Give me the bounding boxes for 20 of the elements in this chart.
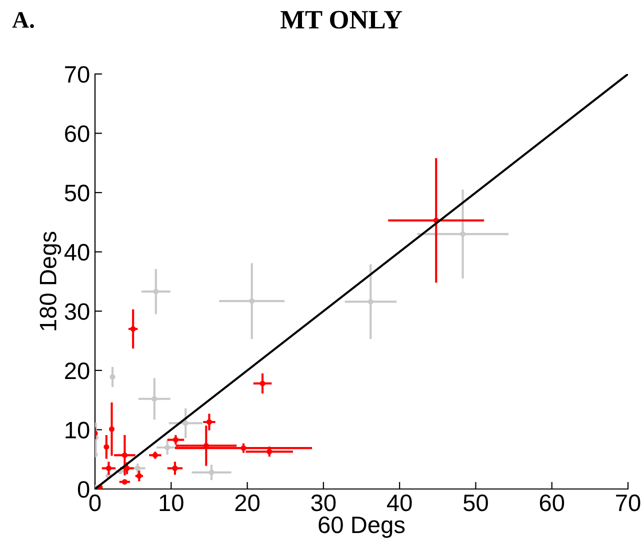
y-axis-title: 180 Degs	[40, 232, 62, 330]
y-tick-label: 50	[64, 184, 90, 202]
x-tick-label: 10	[160, 494, 184, 512]
x-tick-label: 50	[464, 494, 488, 512]
y-tick-label: 10	[66, 422, 90, 438]
y-tick-label: 60	[65, 125, 90, 142]
x-tick-label: 30	[311, 494, 336, 512]
text: A.	[12, 12, 34, 28]
x-tick-label: 60	[540, 494, 564, 512]
x-tick-label: 20	[235, 494, 260, 512]
y-tick-label: 0	[78, 481, 90, 498]
y-tick-label: 30	[64, 303, 90, 320]
y-tick-label: 40	[64, 244, 90, 261]
y-tick-label: 70	[65, 66, 90, 83]
x-axis-title: 60 Degs	[318, 516, 405, 538]
chart-title: MT ONLY	[280, 10, 402, 29]
y-tick-label: 20	[65, 362, 90, 380]
x-tick-label: 70	[616, 494, 640, 512]
x-tick-label: 0	[89, 494, 101, 512]
x-tick-label: 40	[386, 494, 412, 512]
